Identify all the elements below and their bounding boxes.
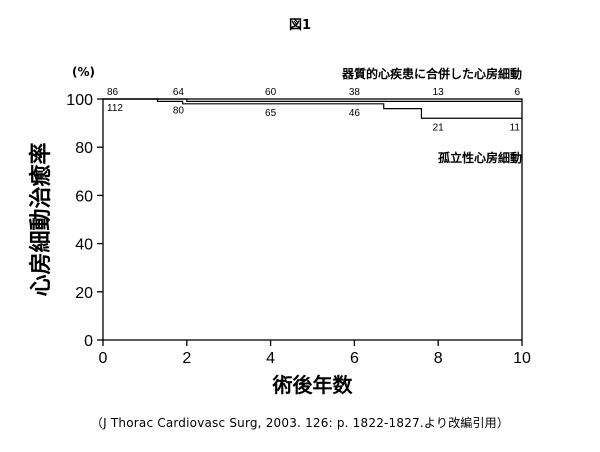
chart-axes (102, 98, 523, 341)
at-risk-count: 11 (510, 122, 521, 133)
at-risk-count: 64 (173, 87, 185, 98)
at-risk-count: 80 (173, 105, 185, 116)
at-risk-count: 21 (433, 122, 445, 133)
plot-frame (102, 98, 523, 341)
y-axis-title: 心房細動治癒率 (28, 142, 54, 296)
series-label-2: 孤立性心房細動 (438, 150, 522, 165)
at-risk-count: 65 (265, 108, 277, 119)
chart-curves (103, 98, 522, 119)
source-citation: （J Thorac Cardiovasc Surg, 2003. 126: p.… (90, 416, 510, 430)
series-label-1: 器質的心疾患に合併した心房細動 (341, 66, 522, 81)
x-tick-label: 4 (266, 350, 275, 367)
at-risk-count: 46 (349, 108, 361, 119)
y-tick-label: 80 (75, 140, 93, 157)
at-risk-count: 112 (107, 103, 123, 114)
at-risk-count: 6 (514, 87, 520, 98)
figure-title: 図1 (288, 18, 312, 33)
x-tick-label: 2 (182, 350, 191, 367)
x-tick-label: 6 (350, 350, 359, 367)
y-tick-label: 60 (75, 188, 93, 205)
y-tick-label: 100 (66, 92, 93, 109)
at-risk-count: 60 (265, 87, 277, 98)
series-line-2 (103, 98, 522, 119)
y-tick-label: 20 (75, 285, 93, 302)
at-risk-count: 13 (433, 87, 445, 98)
y-tick-label: 0 (84, 333, 93, 350)
at-risk-count: 86 (107, 87, 119, 98)
at-risk-count: 38 (349, 87, 361, 98)
x-axis-title: 術後年数 (272, 373, 354, 397)
x-tick-label: 0 (99, 350, 108, 367)
y-unit-label: (%) (72, 65, 95, 79)
y-tick-label: 40 (75, 237, 93, 254)
x-tick-label: 10 (513, 350, 531, 367)
x-tick-label: 8 (434, 350, 443, 367)
